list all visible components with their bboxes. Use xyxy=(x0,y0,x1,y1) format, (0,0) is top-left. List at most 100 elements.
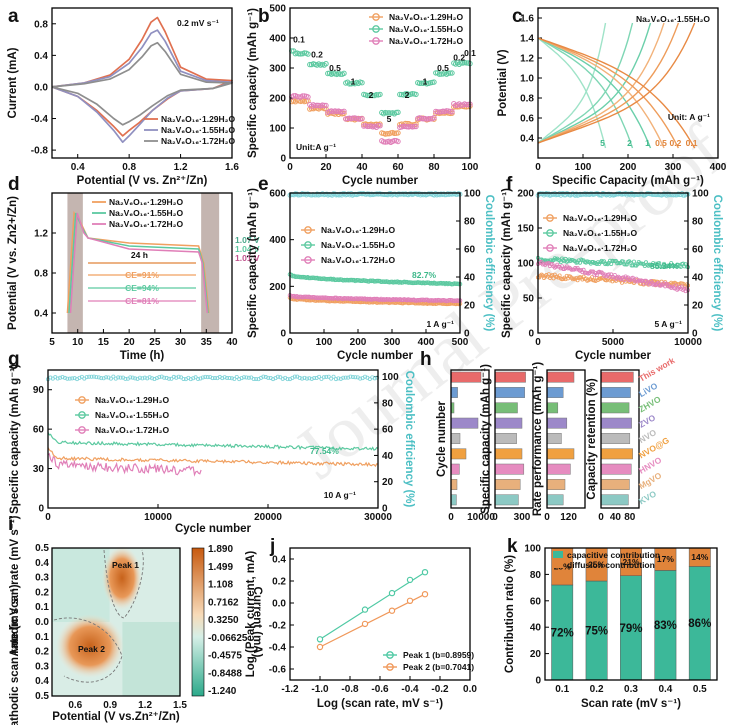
panel-i-xlabel: Potential (V vs.Zn²⁺/Zn) xyxy=(52,711,180,723)
panel-j-ytick-label: 0.2 xyxy=(272,577,286,588)
rate-point-1.55H2O xyxy=(397,91,403,98)
panel-a-legend-label: Na₂V₆O₁₆·1.55H₂O xyxy=(161,125,235,135)
panel-h-tick-label: 10000 xyxy=(467,512,495,523)
panel-b-xtick-label: 40 xyxy=(356,162,368,173)
panel-a-ytick-label: 0.8 xyxy=(34,19,48,30)
colorbar-tick-label: -0.06625 xyxy=(208,633,248,644)
comparison-bar xyxy=(600,433,631,444)
fit-point xyxy=(316,643,324,651)
panel-g-ytick-label: 30 xyxy=(33,464,45,475)
panel-f-xtick-label: 0 xyxy=(535,337,541,348)
comparison-bar xyxy=(546,479,566,490)
ce-point xyxy=(329,376,334,381)
panel-i-frame xyxy=(51,547,181,697)
ce-point xyxy=(292,374,297,379)
panel-label-g: g xyxy=(8,349,20,370)
cycle-point-1.29H2O xyxy=(546,272,551,277)
panel-j-ytick-label: 0.0 xyxy=(272,599,286,610)
panel-label-h: h xyxy=(420,349,432,370)
rate-point-1.72H2O xyxy=(290,93,297,99)
panel-f-y2tick-label: 0 xyxy=(692,329,698,340)
rate-point-1.29H2O xyxy=(391,130,398,137)
panel-label-i: i xyxy=(8,514,13,535)
panel-f-y2tick-label: 80 xyxy=(692,217,704,228)
comparison-bar xyxy=(450,463,460,475)
rate-point-1.55H2O xyxy=(307,61,313,68)
ce-point xyxy=(166,376,171,381)
panel-g-ytick-label: 90 xyxy=(33,385,45,396)
cycle-point-1.55H2O xyxy=(608,258,613,263)
capacitive-value-label: 79% xyxy=(619,623,642,635)
heatmap-zone xyxy=(52,548,110,622)
rate-label: 2 xyxy=(369,90,374,100)
gcd-discharge-curve xyxy=(537,37,607,149)
ce-label: CE=81% xyxy=(125,296,159,306)
peak-2-blob xyxy=(56,614,124,678)
ce-point xyxy=(116,375,121,380)
cycle-point-1.72H2O xyxy=(674,283,679,288)
panel-j-legend-marker xyxy=(386,651,394,659)
panel-g-y2tick-label: 60 xyxy=(382,425,394,436)
rate-point-1.29H2O xyxy=(395,130,401,136)
ce-point xyxy=(297,375,302,380)
panel-d-xtick-label: 40 xyxy=(226,337,238,348)
ocv-label: 1.04 V xyxy=(235,244,260,254)
capacitive-value-label: 83% xyxy=(654,620,677,632)
ce-point xyxy=(58,375,63,380)
panel-e-legend-marker xyxy=(304,241,312,249)
panel-k-xtick-label: 0.1 xyxy=(555,684,569,695)
panel-f-y2tick-label: 60 xyxy=(692,245,704,256)
panel-k-legend-swatch xyxy=(553,561,563,568)
panel-k-legend-swatch xyxy=(553,551,563,558)
panel-b-legend-marker xyxy=(372,37,380,45)
colorbar-tick-label: -0.8488 xyxy=(208,668,242,679)
panel-f-ytick-label: 0 xyxy=(528,329,534,340)
panel-f-y2tick-label: 20 xyxy=(692,301,704,312)
panel-e-legend-label: Na₂V₆O₁₆·1.55H₂O xyxy=(321,240,395,250)
panel-d-xtick-label: 10 xyxy=(72,337,84,348)
rate-point-1.72H2O xyxy=(323,102,329,109)
panel-d-xtick-label: 30 xyxy=(175,337,187,348)
ce-point xyxy=(307,376,312,381)
rate-label: 0.1 xyxy=(293,35,305,45)
panel-i-ytick-label: 0.5 xyxy=(35,543,49,554)
panel-c-ytick-label: 0.4 xyxy=(520,134,534,145)
rate-label: 1 xyxy=(351,77,356,87)
panel-a-ytick-label: 0.0 xyxy=(34,82,48,93)
panel-b-legend-marker xyxy=(372,13,380,21)
panel-b-legend-label: Na₂V₆O₁₆·1.55H₂O xyxy=(389,24,463,34)
panel-g-y2label: Coulombic efficiency (%) xyxy=(403,371,415,508)
ce-point xyxy=(94,375,99,380)
ce-point xyxy=(104,375,109,380)
ce-point xyxy=(254,376,259,381)
panel-g-ylabel: Specific capacity (mAh g⁻¹) xyxy=(9,364,21,514)
rate-point-1.72H2O xyxy=(350,115,356,121)
ce-point xyxy=(372,376,377,381)
gcd-charge-curve xyxy=(537,22,696,144)
panel-g-y2tick-label: 80 xyxy=(382,398,394,409)
panel-label-a: a xyxy=(8,6,19,27)
panel-b-xtick-label: 0 xyxy=(287,162,293,173)
ce-point xyxy=(302,375,307,380)
panel-g-xlabel: Cycle number xyxy=(175,523,252,535)
panel-c-xtick-label: 300 xyxy=(665,162,682,173)
panel-c-xtick-label: 200 xyxy=(620,162,637,173)
gcd-discharge-curve xyxy=(537,37,680,149)
rate-point-1.72H2O xyxy=(337,109,344,115)
comparison-bar xyxy=(494,448,523,460)
comparison-bar xyxy=(450,479,458,490)
comparison-bar xyxy=(600,371,634,383)
rate-point-1.72H2O xyxy=(391,137,398,144)
panel-i-ytick-label: 0.1 xyxy=(35,632,49,643)
long-cycle-trace-1.55H2O xyxy=(47,432,379,451)
ce-point xyxy=(188,377,193,382)
rate-label: 0.5 xyxy=(437,63,449,73)
panel-a-xtick-label: 0.4 xyxy=(71,162,85,173)
ce-point xyxy=(108,376,113,381)
rate-point-1.55H2O xyxy=(436,71,443,77)
rate-label: 0.2 xyxy=(311,50,323,60)
panel-i-ytick-label: 0.5 xyxy=(35,691,49,702)
rate-point-1.72H2O xyxy=(375,122,381,129)
rate-point-1.72H2O xyxy=(341,108,347,115)
ce-point xyxy=(304,376,309,381)
